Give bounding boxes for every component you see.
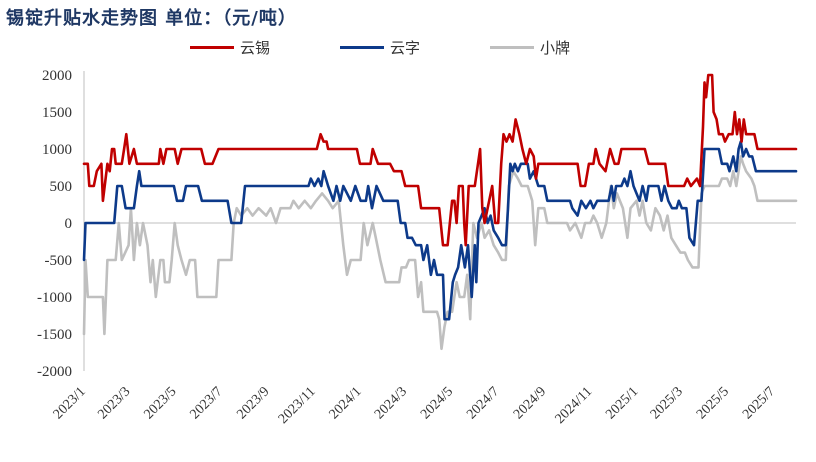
legend-swatch-yunxi: [190, 45, 234, 49]
y-tick-label: 500: [50, 179, 73, 195]
x-tick-label: 2023/7: [188, 384, 226, 422]
x-tick-label: 2024/5: [418, 384, 456, 422]
legend-label-xiaopai: 小牌: [540, 38, 571, 57]
x-tick-label: 2023/9: [234, 384, 272, 422]
y-tick-label: 1500: [42, 105, 72, 121]
x-tick-label: 2024/1: [327, 384, 365, 422]
y-tick-label: 0: [65, 216, 73, 232]
x-tick-label: 2024/3: [372, 384, 410, 422]
legend-label-yunzi: 云字: [390, 38, 421, 57]
series-line-yunzi: [82, 140, 798, 321]
y-tick-label: -2000: [37, 364, 72, 380]
y-tick-label: 2000: [42, 68, 72, 84]
x-tick-label: 2025/7: [740, 384, 778, 422]
series-line-xiaopai: [82, 155, 798, 351]
chart-title: 锡锭升贴水走势图 单位：（元/吨）: [6, 8, 297, 29]
y-tick-label: -1000: [37, 290, 72, 306]
chart-legend: 云锡 云字 小牌: [190, 36, 640, 58]
legend-item-yunzi: 云字: [340, 37, 420, 58]
legend-item-yunxi: 云锡: [190, 37, 270, 58]
x-tick-label: 2023/1: [51, 384, 89, 422]
x-tick-label: 2023/11: [276, 384, 319, 427]
x-tick-label: 2023/3: [95, 384, 133, 422]
x-tick-label: 2024/9: [511, 384, 549, 422]
legend-label-yunxi: 云锡: [240, 38, 271, 57]
legend-swatch-yunzi: [340, 45, 385, 49]
x-tick-label: 2025/1: [603, 384, 641, 422]
y-tick-label: -1500: [37, 327, 72, 343]
x-tick-label: 2024/11: [553, 384, 596, 427]
x-tick-label: 2025/5: [694, 384, 732, 422]
y-tick-label: 1000: [42, 142, 72, 158]
x-tick-label: 2024/7: [464, 384, 502, 422]
legend-swatch-xiaopai: [490, 45, 535, 49]
x-tick-label: 2025/3: [648, 384, 686, 422]
y-tick-label: -500: [45, 253, 73, 269]
x-tick-label: 2023/5: [141, 384, 179, 422]
series-line-yunxi: [82, 73, 798, 247]
legend-item-xiaopai: 小牌: [490, 37, 570, 58]
